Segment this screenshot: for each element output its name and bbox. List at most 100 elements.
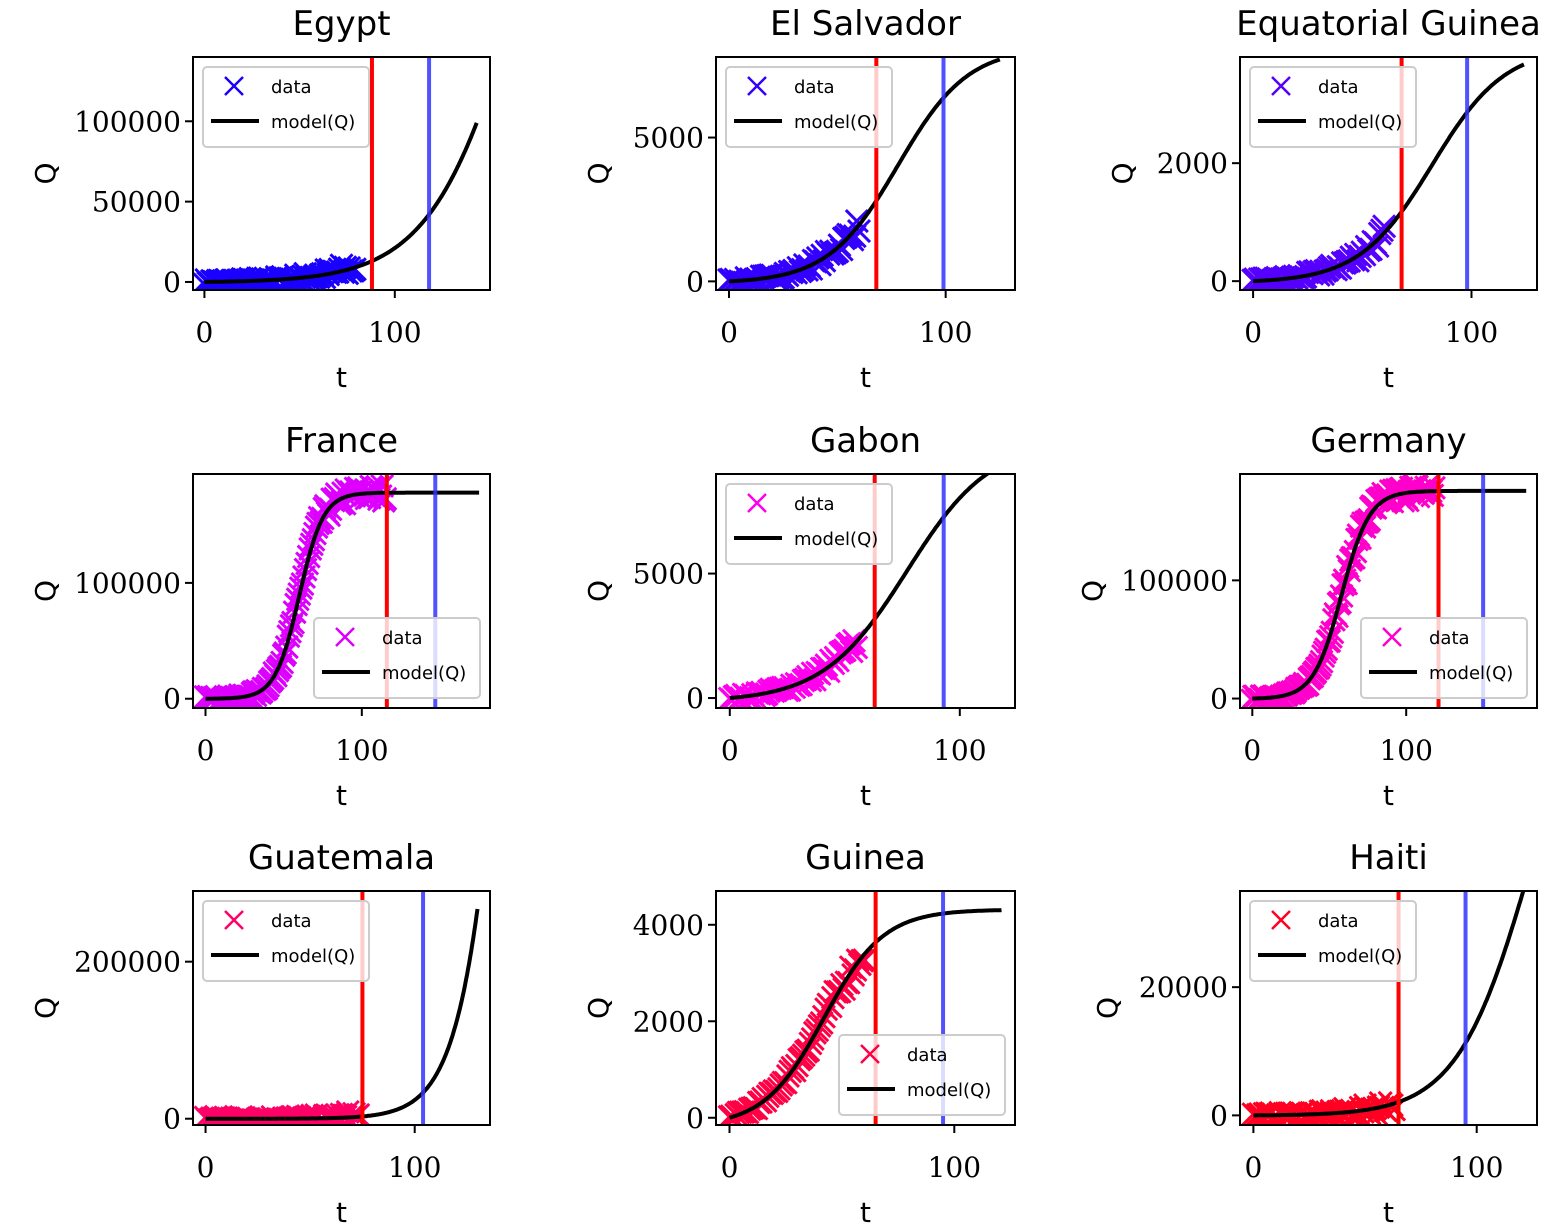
x-tick-label: 100 [1379,734,1432,767]
y-tick-label: 0 [686,682,704,715]
subplot-title: Egypt [292,4,390,44]
y-tick-label: 0 [163,1103,181,1136]
model-curve [1252,488,1527,701]
model-curve [728,908,1002,1120]
x-tick-label: 0 [197,1151,215,1184]
data-point [1372,214,1397,239]
subplot-title: Guatemala [248,838,435,878]
legend-frame [202,66,370,148]
data-point [844,635,869,660]
axes-frame [715,473,1016,709]
legend: data model(Q) [202,900,370,982]
legend: data model(Q) [1360,617,1528,699]
x-tick-label: 0 [1244,1151,1262,1184]
legend-marker-icon [335,627,355,647]
model-curve [1253,891,1526,1118]
y-tick-label: 0 [1210,1099,1228,1132]
legend: data model(Q) [725,66,893,148]
subplot-title: France [285,421,398,461]
data-markers [1241,1090,1407,1125]
legend-frame [725,66,893,148]
x-axis-label: t [336,361,347,394]
y-tick-label: 2000 [1157,147,1228,180]
legend-label-data: data [1318,911,1359,932]
legend-marker-icon [860,1044,880,1064]
x-tick-label: 0 [1243,734,1261,767]
y-tick-label: 20000 [1139,971,1228,1004]
y-tick-label: 5000 [633,122,704,155]
plot-area [717,891,1002,1125]
subplot-title: Gabon [810,421,921,461]
data-point [846,218,872,244]
legend-marker-icon [747,493,767,513]
x-tick-label: 0 [721,734,739,767]
y-tick-label: 0 [686,265,704,298]
legend-frame [1249,900,1417,982]
y-tick-label: 0 [163,683,181,716]
y-axis-label: Q [1076,580,1109,602]
subplot-title: Germany [1310,421,1466,461]
legend: data model(Q) [1249,900,1417,982]
legend-label-model: model(Q) [382,663,466,684]
subplot-germany: data model(Q) 0 100 0 100000 Germany t Q [1076,421,1538,812]
subplot-guatemala: data model(Q) 0 100 0 200000 Guatemala t Q [29,838,491,1224]
model-curve [205,908,480,1121]
axes-frame [715,890,1016,1126]
legend: data model(Q) [725,483,893,565]
axes-frame [1239,890,1538,1126]
y-tick-label: 100000 [1121,564,1228,597]
y-tick-label: 50000 [92,186,181,219]
legend-frame [202,900,370,982]
axes-frame [192,473,491,709]
subplot-el-salvador: data model(Q) 0 100 0 5000 El Salvador t Q [582,4,1016,394]
legend-label-model: model(Q) [1429,663,1513,684]
plot-area [1241,57,1525,290]
y-tick-label: 4000 [633,909,704,942]
x-axis-label: t [860,779,871,812]
x-tick-label: 0 [720,316,738,349]
legend-label-data: data [271,911,312,932]
plot-area [1240,474,1527,708]
x-tick-label: 100 [919,316,972,349]
y-tick-label: 0 [1210,683,1228,716]
y-axis-label: Q [1106,162,1139,184]
legend-label-data: data [794,77,835,98]
y-tick-label: 100000 [74,567,181,600]
legend-frame [313,617,481,699]
legend: data model(Q) [313,617,481,699]
legend-label-data: data [794,494,835,515]
y-axis-label: Q [582,580,615,602]
legend-frame [838,1034,1006,1116]
y-tick-label: 0 [686,1102,704,1135]
legend-frame [725,483,893,565]
x-tick-label: 100 [335,734,388,767]
subplot-title: Equatorial Guinea [1236,4,1541,44]
x-tick-label: 0 [196,316,214,349]
axes-frame [1239,56,1538,291]
axes-frame [192,890,491,1126]
legend-frame [1360,617,1528,699]
x-tick-label: 0 [1244,316,1262,349]
legend-label-model: model(Q) [1318,112,1402,133]
x-tick-label: 0 [721,1151,739,1184]
legend-label-model: model(Q) [907,1080,991,1101]
model-curve [729,474,991,700]
legend-marker-icon [1382,627,1402,647]
model-curve [204,122,479,284]
legend-label-model: model(Q) [1318,946,1402,967]
x-tick-label: 100 [933,734,986,767]
legend-label-model: model(Q) [271,112,355,133]
y-axis-label: Q [29,580,62,602]
x-tick-label: 100 [1445,316,1498,349]
y-tick-label: 200000 [74,946,181,979]
subplot-title: Haiti [1349,838,1428,878]
y-tick-label: 0 [163,266,181,299]
x-tick-label: 100 [928,1151,981,1184]
legend: data model(Q) [838,1034,1006,1116]
plot-area [193,57,479,290]
legend-label-model: model(Q) [794,529,878,550]
y-axis-label: Q [582,162,615,184]
